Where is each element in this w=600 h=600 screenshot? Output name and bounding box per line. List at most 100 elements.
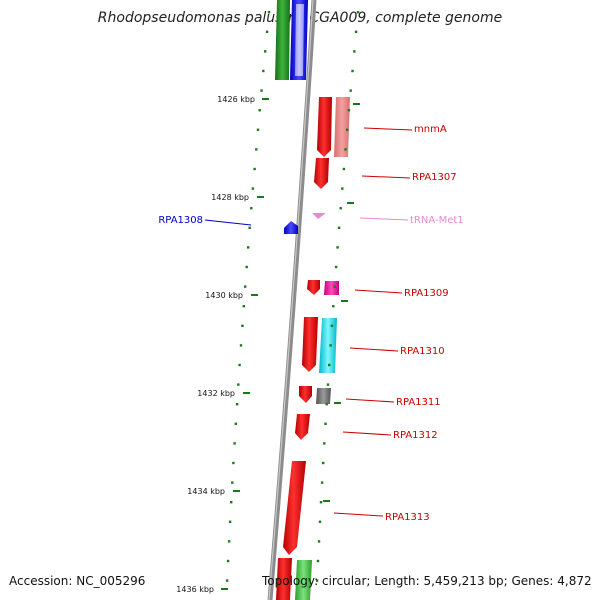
minor-tick <box>323 442 326 445</box>
gene-label-RPA1308[interactable]: RPA1308 <box>158 215 203 226</box>
minor-tick <box>317 540 321 543</box>
label-line-RPA1308 <box>204 219 252 226</box>
minor-tick <box>226 559 230 563</box>
gene-RPA1311-feature <box>316 388 331 404</box>
gene-label-mnmA[interactable]: mnmA <box>414 124 447 135</box>
minor-tick <box>334 265 338 269</box>
tick-label: 1428 kbp <box>211 193 249 202</box>
minor-tick <box>356 11 360 14</box>
tick-label: 1426 kbp <box>217 95 255 104</box>
gene-top-white-strip <box>295 4 304 76</box>
tick-label: 1434 kbp <box>187 487 225 496</box>
minor-tick <box>260 89 263 92</box>
minor-tick <box>330 324 334 327</box>
label-line-RPA1307 <box>361 175 411 179</box>
gene-label-RPA1312[interactable]: RPA1312 <box>393 430 438 441</box>
minor-tick <box>233 442 236 445</box>
tick-label: 1430 kbp <box>205 291 243 300</box>
minor-tick <box>324 422 327 425</box>
accession-text: Accession: NC_005296 <box>9 574 146 588</box>
minor-tick <box>248 226 251 229</box>
minor-tick <box>262 69 265 73</box>
minor-tick <box>354 30 358 33</box>
minor-tick <box>237 383 240 386</box>
gene-bottom-green <box>295 560 312 600</box>
minor-tick <box>264 50 267 53</box>
minor-tick <box>333 285 336 288</box>
gene-mnmA-feature <box>334 97 350 157</box>
right-tick-ring <box>315 11 360 582</box>
minor-tick <box>228 520 232 523</box>
gene-label-RPA1309[interactable]: RPA1309 <box>404 288 449 299</box>
minor-tick <box>337 226 341 229</box>
genome-backbone <box>267 0 317 600</box>
minor-tick <box>258 109 261 112</box>
minor-tick <box>341 187 344 190</box>
gene-RPA1309 <box>307 280 320 295</box>
label-line-RPA1313 <box>333 512 384 517</box>
label-line-RPA1311 <box>345 398 395 403</box>
minor-tick <box>339 207 342 210</box>
minor-tick <box>325 403 328 406</box>
minor-tick <box>239 344 243 347</box>
label-line-RPA1309 <box>354 289 403 294</box>
minor-tick <box>322 461 325 465</box>
minor-tick <box>255 148 258 151</box>
minor-tick <box>251 187 255 190</box>
minor-tick <box>250 207 253 210</box>
tick-label: 1432 kbp <box>197 389 235 398</box>
minor-tick <box>231 481 234 484</box>
topology-text: Topology: circular; Length: 5,459,213 bp… <box>262 574 592 588</box>
gene-top-green <box>275 0 290 80</box>
gene-bottom-red <box>276 558 292 600</box>
minor-tick <box>242 305 245 308</box>
gene-label-RPA1311[interactable]: RPA1311 <box>396 397 441 408</box>
major-ticks: 1426 kbp 1428 kbp 1430 kbp 1432 kbp 1434… <box>176 95 360 594</box>
gene-RPA1312 <box>295 414 310 440</box>
tick-label: 1436 kbp <box>176 585 214 594</box>
minor-tick <box>318 520 322 523</box>
gene-label-RPA1307[interactable]: RPA1307 <box>412 172 457 183</box>
gene-RPA1310-feature <box>319 318 337 373</box>
minor-tick <box>347 109 351 112</box>
gene-tRNA-Met1 <box>312 213 326 219</box>
minor-tick <box>227 540 231 543</box>
minor-tick <box>267 11 271 14</box>
minor-tick <box>351 69 354 73</box>
minor-tick <box>342 167 346 171</box>
minor-tick <box>328 363 331 367</box>
minor-tick <box>225 579 229 582</box>
minor-tick <box>235 403 239 406</box>
minor-tick <box>326 383 330 386</box>
genome-backbone-highlight <box>268 0 314 600</box>
gene-mnmA-cds <box>317 97 332 157</box>
gene-label-RPA1310[interactable]: RPA1310 <box>400 346 445 357</box>
gene-RPA1311 <box>299 386 312 403</box>
label-line-mnmA <box>363 127 413 131</box>
minor-tick <box>247 246 250 249</box>
minor-tick <box>344 148 347 151</box>
minor-tick <box>234 422 237 425</box>
minor-tick <box>230 501 233 504</box>
minor-tick <box>316 559 320 563</box>
gene-RPA1308 <box>284 221 298 234</box>
gene-label-tRNA-Met1[interactable]: tRNA-Met1 <box>410 215 464 226</box>
minor-tick <box>315 579 319 582</box>
minor-tick <box>353 50 356 53</box>
label-line-RPA1310 <box>349 347 399 352</box>
minor-tick <box>319 501 323 504</box>
label-line-tRNA-Met1 <box>359 217 409 221</box>
minor-tick <box>329 344 332 347</box>
minor-tick <box>336 246 339 249</box>
gene-label-RPA1313[interactable]: RPA1313 <box>385 512 430 523</box>
minor-tick <box>349 89 352 92</box>
minor-tick <box>346 128 349 131</box>
gene-RPA1310 <box>302 317 318 372</box>
gene-RPA1307 <box>314 158 329 189</box>
minor-tick <box>320 481 324 484</box>
minor-tick <box>244 285 247 288</box>
gene-RPA1313 <box>283 461 306 555</box>
minor-tick <box>241 324 244 327</box>
minor-tick <box>238 363 241 367</box>
